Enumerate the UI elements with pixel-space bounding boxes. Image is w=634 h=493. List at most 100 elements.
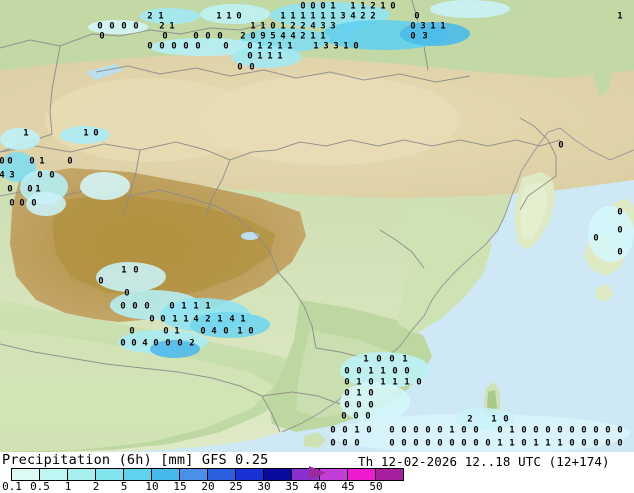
precip-value-label: 0 (425, 438, 431, 449)
legend-swatch-0.5 (40, 469, 68, 480)
precip-value-label: 1 (240, 314, 246, 325)
precip-value-label: 0 (109, 21, 115, 32)
precip-value-label: 1 (354, 425, 360, 436)
precip-value-label: 0 (177, 338, 183, 349)
precip-value-label: 0 (341, 411, 347, 422)
precip-area (232, 46, 302, 68)
precip-area (340, 352, 430, 388)
precip-value-label: 0 (195, 41, 201, 52)
precip-value-label: 0 (330, 438, 336, 449)
forecast-timestamp: Th 12-02-2026 12..18 UTC (12+174) (358, 454, 610, 469)
precip-value-label: 0 (344, 377, 350, 388)
precip-value-label: 0 (159, 41, 165, 52)
precip-area (0, 128, 40, 150)
precip-value-label: 1 (280, 21, 286, 32)
precip-value-label: 0 (533, 425, 539, 436)
precip-value-label: 0 (401, 425, 407, 436)
precip-value-label: 1 (169, 21, 175, 32)
legend-swatch-20 (208, 469, 236, 480)
precip-value-label: 0 (390, 1, 396, 12)
precip-value-label: 1 (402, 354, 408, 365)
legend-swatch-5 (124, 469, 152, 480)
precip-value-label: 1 (280, 11, 286, 22)
legend-tick-1: 1 (64, 480, 72, 493)
precip-value-label: 0 (376, 354, 382, 365)
precip-value-label: 0 (320, 1, 326, 12)
precip-value-label: 1 (290, 11, 296, 22)
precip-value-label: 1 (533, 438, 539, 449)
precip-value-label: 3 (340, 11, 346, 22)
precip-value-label: 1 (557, 438, 563, 449)
precip-value-label: 1 (216, 11, 222, 22)
precip-value-label: 0 (120, 301, 126, 312)
precip-area (140, 8, 200, 24)
precip-value-label: 1 (257, 41, 263, 52)
precip-value-label: 0 (344, 400, 350, 411)
precip-value-label: 1 (343, 41, 349, 52)
precip-value-label: 2 (240, 31, 246, 42)
precip-value-label: 0 (569, 425, 575, 436)
precip-value-label: 4 (142, 338, 148, 349)
legend-swatch-2 (96, 469, 124, 480)
precip-value-label: 0 (183, 41, 189, 52)
precip-value-label: 3 (420, 21, 426, 32)
precip-value-label: 3 (333, 41, 339, 52)
precip-value-label: 4 (280, 31, 286, 42)
precip-value-label: 1 (356, 377, 362, 388)
precip-value-label: 3 (320, 21, 326, 32)
precip-value-label: 0 (67, 156, 73, 167)
precip-value-label: 1 (497, 438, 503, 449)
map-footer: Precipitation (6h) [mm] GFS 0.25 Th 12-0… (0, 452, 634, 493)
precip-value-label: 1 (440, 21, 446, 32)
precip-value-label: 0 (366, 425, 372, 436)
precip-value-label: 4 (211, 326, 217, 337)
precip-value-label: 2 (370, 1, 376, 12)
precip-value-label: 0 (131, 338, 137, 349)
precip-value-label: 1 (35, 184, 41, 195)
precip-value-label: 9 (260, 31, 266, 42)
precip-value-label: 0 (236, 11, 242, 22)
precip-value-label: 0 (356, 400, 362, 411)
precip-value-label: 1 (509, 425, 515, 436)
precip-value-label: 1 (260, 21, 266, 32)
precip-value-label: 1 (313, 41, 319, 52)
precip-value-label: 0 (49, 170, 55, 181)
precip-value-label: 1 (310, 31, 316, 42)
legend-tick-40: 40 (313, 480, 327, 493)
precip-value-label: 1 (368, 366, 374, 377)
precip-value-label: 0 (37, 170, 43, 181)
precip-area (96, 262, 166, 292)
precip-value-label: 1 (404, 377, 410, 388)
precip-value-label: 0 (521, 425, 527, 436)
precip-value-label: 0 (31, 198, 37, 209)
precip-value-label: 0 (162, 31, 168, 42)
precip-value-label: 1 (39, 156, 45, 167)
precip-value-label: 0 (344, 388, 350, 399)
precip-value-label: 1 (356, 388, 362, 399)
precip-value-label: 1 (330, 1, 336, 12)
chart-title: Precipitation (6h) [mm] GFS 0.25 (2, 452, 269, 468)
legend-swatch-10 (152, 469, 180, 480)
precip-area (80, 172, 130, 200)
legend-overflow-arrow-icon (309, 466, 326, 480)
precip-value-label: 1 (23, 128, 29, 139)
precip-value-label: 0 (310, 1, 316, 12)
precip-value-label: 0 (404, 366, 410, 377)
legend-swatch-45 (348, 469, 376, 480)
precip-value-label: 1 (300, 11, 306, 22)
legend-tick-30: 30 (257, 480, 271, 493)
precip-value-label: 0 (144, 301, 150, 312)
legend-colorbar[interactable] (11, 468, 404, 481)
precip-value-label: 2 (467, 414, 473, 425)
precip-value-label: 0 (223, 326, 229, 337)
precip-value-label: 4 (193, 314, 199, 325)
precip-value-label: 0 (425, 425, 431, 436)
precip-value-label: 0 (205, 31, 211, 42)
precip-value-label: 1 (380, 1, 386, 12)
precip-value-label: 0 (449, 438, 455, 449)
legend-swatch-0.1 (12, 469, 40, 480)
terrain-layer (0, 0, 634, 452)
precip-value-label: 0 (617, 425, 623, 436)
precip-value-label: 0 (27, 184, 33, 195)
